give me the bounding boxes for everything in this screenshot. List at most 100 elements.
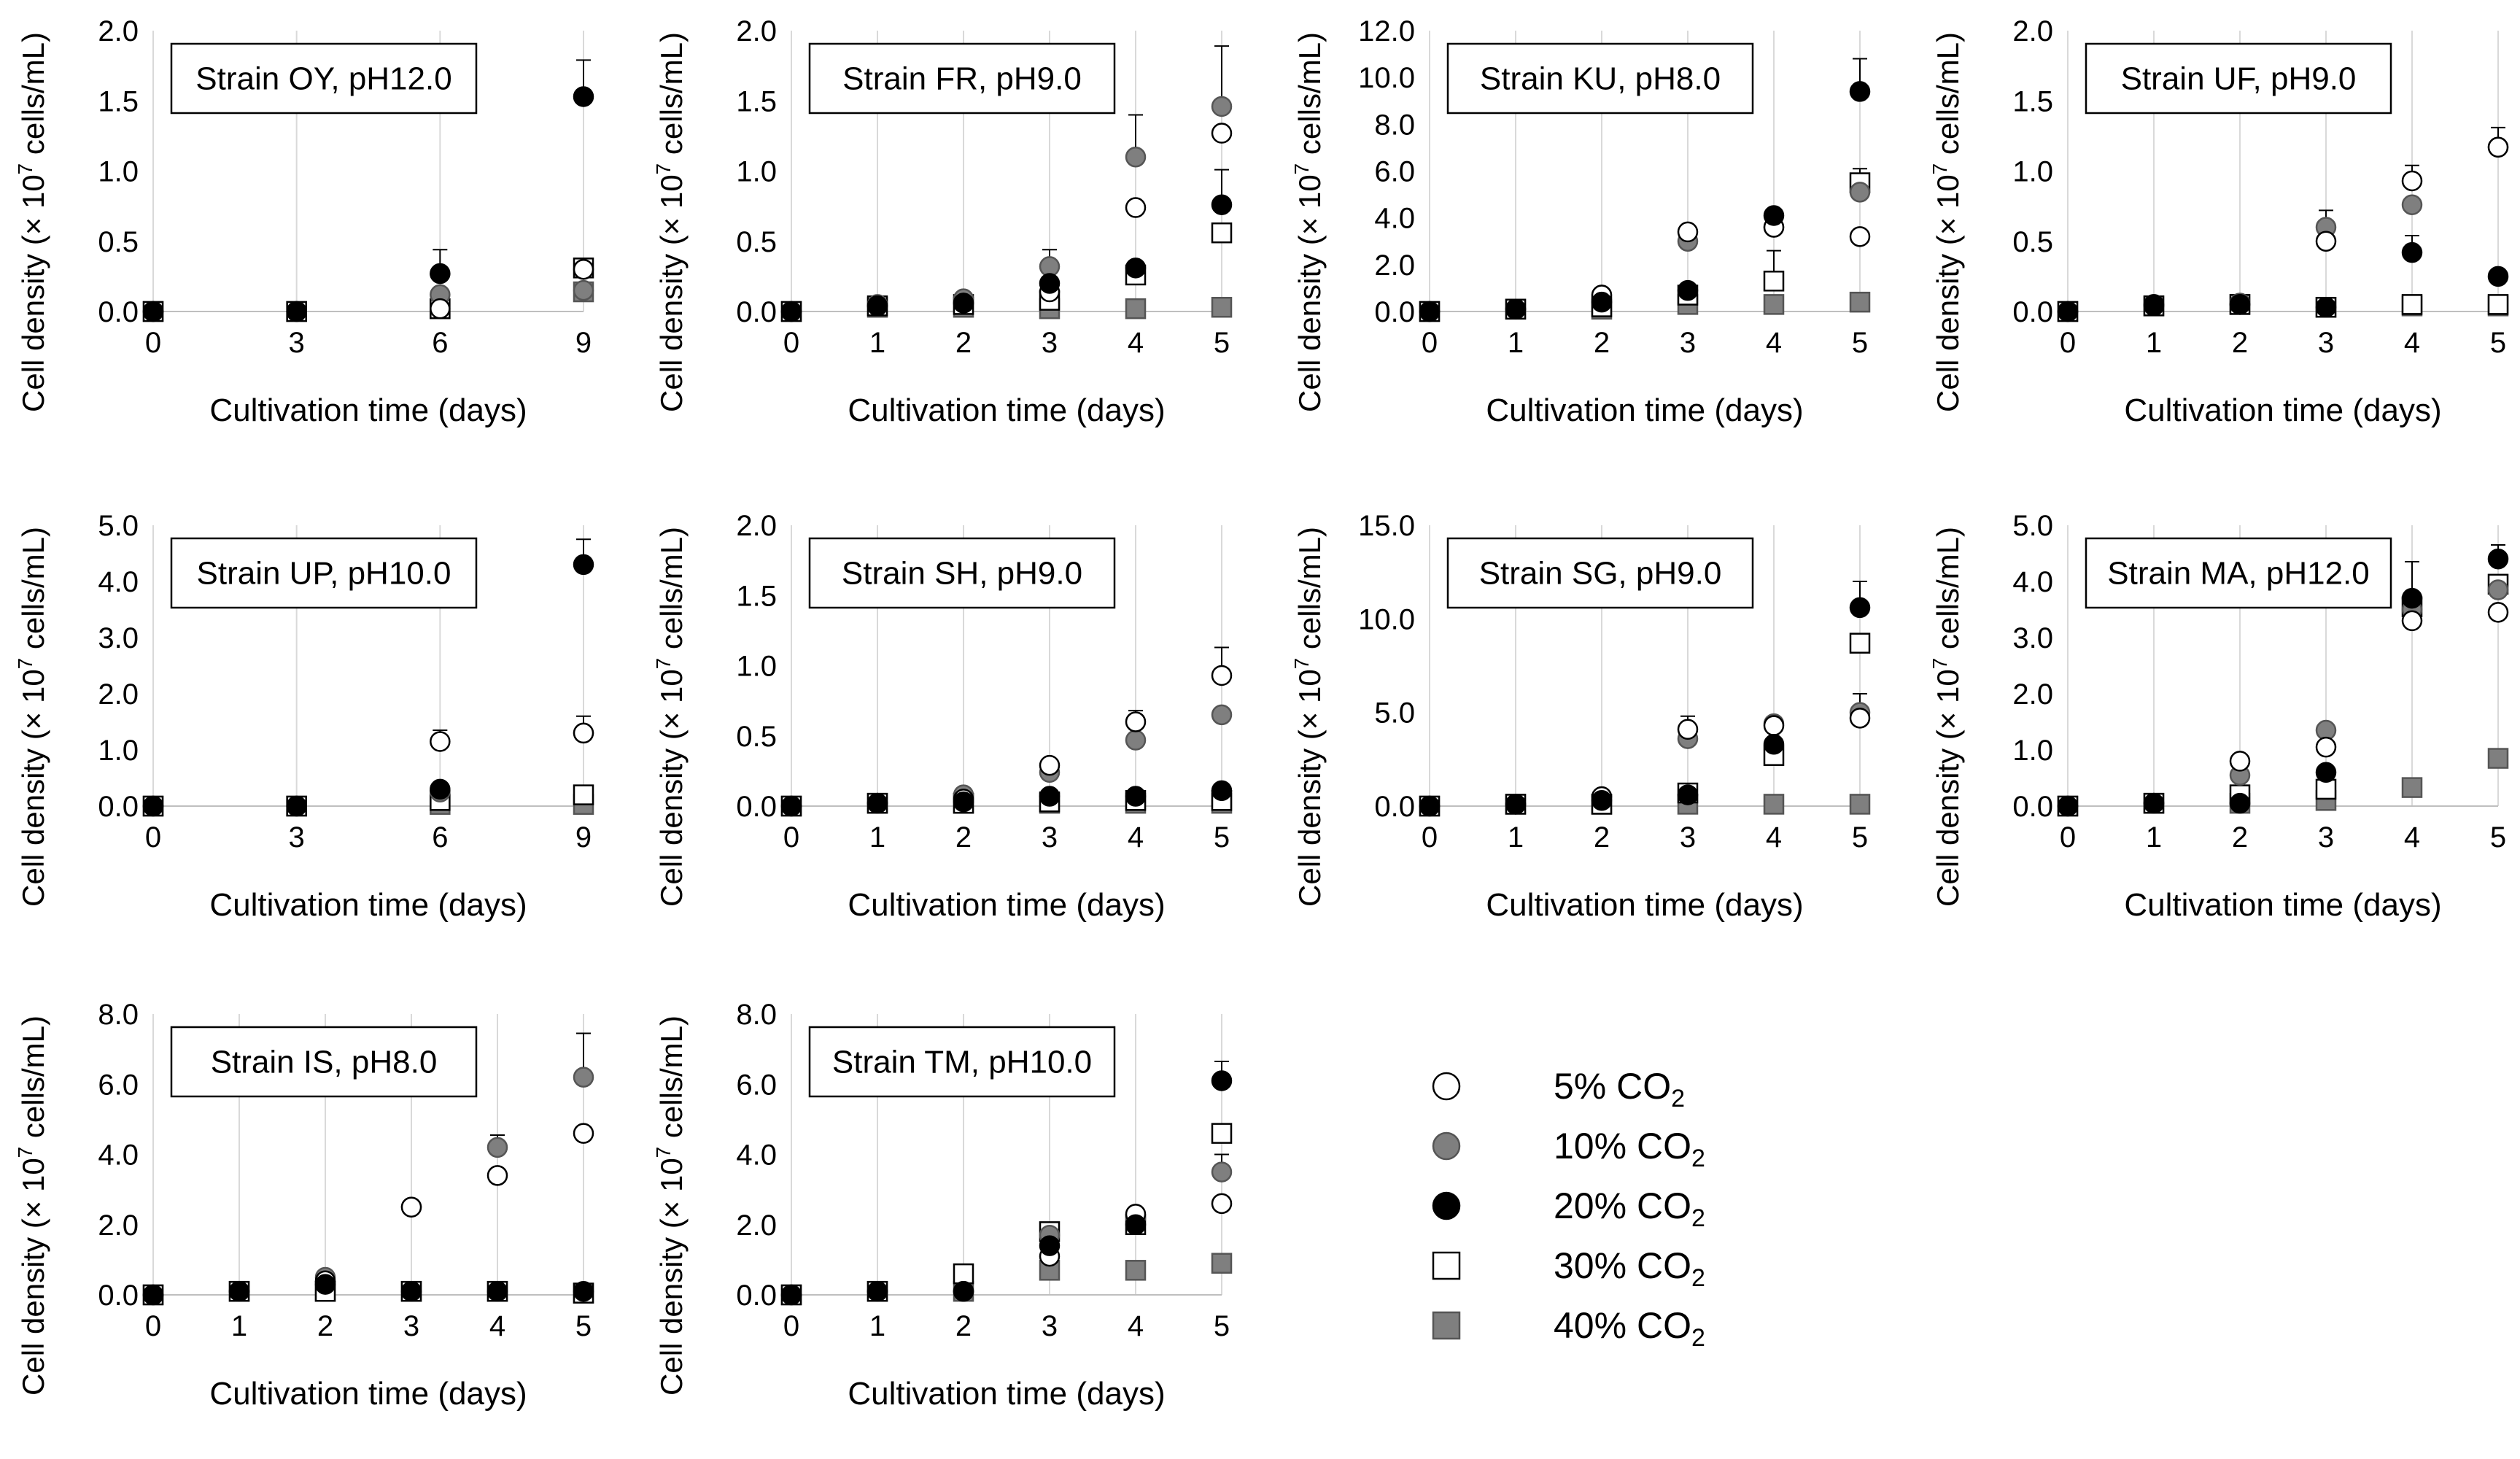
chart-strain-uf-s30-point-5: [2487, 294, 2509, 315]
chart-strain-tm: 0.0 2.0 4.0 6.0 8.0 0 1 2 3 4 5 Cultivation time (d…: [652, 999, 1233, 1412]
chart-strain-fr-s40-point-4: [1125, 298, 1147, 320]
chart-strain-fr-ylabel: Cell density (× 107 cells/mL): [652, 32, 689, 412]
chart-strain-ku-s20-point-5: [1849, 81, 1871, 102]
chart-strain-ma-s20-point-1: [2143, 792, 2165, 814]
chart-strain-up-ytick-0: 0.0: [98, 791, 139, 823]
chart-strain-ku-ytick-0: 0.0: [1374, 296, 1415, 328]
chart-strain-ku-title-box: [1446, 42, 1754, 115]
chart-strain-ku-xtick-4: 4: [1766, 327, 1782, 359]
chart-strain-up-s30-point-3: [573, 784, 594, 805]
chart-strain-ku-xtick-1: 1: [1508, 327, 1524, 359]
chart-strain-tm-ytick-1: 2.0: [736, 1210, 777, 1242]
chart-strain-sh-xtick-0: 0: [783, 821, 799, 854]
chart-strain-tm-ylabel: Cell density (× 107 cells/mL): [652, 1015, 689, 1396]
chart-strain-uf: 0.0 0.5 1.0 1.5 2.0 0 1 2 3 4 5 Cultivation time (d…: [1928, 15, 2509, 428]
chart-strain-uf-ytick-0: 0.0: [2012, 296, 2053, 328]
chart-strain-is-xlabel: Cultivation time (days): [209, 1376, 527, 1412]
chart-strain-is: 0.0 2.0 4.0 6.0 8.0 0 1 2 3 4 5 Cultivation time (d…: [14, 999, 594, 1412]
chart-strain-fr-xtick-5: 5: [1214, 327, 1230, 359]
chart-strain-sg-s5-point-4: [1763, 715, 1785, 736]
chart-strain-sg-xtick-3: 3: [1680, 821, 1696, 854]
chart-strain-uf-title: Strain UF, pH9.0: [2121, 61, 2357, 97]
chart-strain-sh-s10-point-4: [1125, 730, 1147, 751]
chart-strain-ma-xlabel: Cultivation time (days): [2124, 887, 2441, 923]
chart-strain-oy-ytick-1: 0.5: [98, 226, 139, 258]
chart-strain-ma-s40-point-5: [2487, 748, 2509, 769]
chart-strain-fr-s20-point-2: [953, 293, 974, 314]
chart-strain-sg-s20-point-0: [1419, 795, 1441, 817]
chart-strain-sh-title-box: [808, 537, 1116, 609]
chart-strain-ma-s5-point-5: [2487, 602, 2509, 623]
chart-strain-oy: 0.0 0.5 1.0 1.5 2.0 0 3 6 9 Cultivation time (day…: [14, 15, 594, 428]
chart-strain-up-ytick-4: 4.0: [98, 566, 139, 598]
chart-strain-is-xtick-1: 1: [231, 1310, 247, 1342]
chart-strain-ma-ytick-2: 2.0: [2012, 678, 2053, 711]
chart-strain-is-s10-point-5: [573, 1067, 594, 1088]
chart-strain-uf-xtick-3: 3: [2318, 327, 2334, 359]
chart-strain-ku-s20-point-4: [1763, 205, 1785, 226]
chart-strain-is-ytick-2: 4.0: [98, 1139, 139, 1172]
chart-strain-tm-title-box: [808, 1026, 1116, 1098]
chart-strain-ma-title: Strain MA, pH12.0: [2107, 556, 2370, 592]
legend-black-circle-marker: [1432, 1191, 1461, 1220]
chart-strain-uf-s20-point-3: [2315, 296, 2337, 318]
chart-strain-uf-s10-point-4: [2401, 194, 2423, 215]
chart-strain-oy-s10-point-3: [573, 279, 594, 301]
chart-strain-fr-title: Strain FR, pH9.0: [842, 61, 1082, 97]
chart-strain-fr-xtick-3: 3: [1042, 327, 1058, 359]
chart-strain-is-s20-point-3: [400, 1280, 422, 1302]
chart-strain-sg-ytick-3: 15.0: [1358, 510, 1415, 542]
chart-strain-uf-s30-point-4: [2401, 294, 2423, 315]
chart-strain-ma-s20-point-3: [2315, 762, 2337, 783]
chart-strain-ma-xtick-4: 4: [2404, 821, 2420, 854]
chart-strain-is-s20-point-1: [228, 1280, 250, 1302]
chart-strain-uf-ylabel: Cell density (× 107 cells/mL): [1928, 32, 1965, 412]
chart-strain-is-s10-point-4: [486, 1137, 508, 1158]
chart-strain-fr-s20-point-4: [1125, 258, 1147, 279]
chart-strain-up-xtick-1: 3: [289, 821, 305, 854]
chart-strain-sh-s5-point-5: [1211, 665, 1233, 686]
chart-strain-sh-s20-point-1: [867, 792, 888, 814]
chart-strain-tm-s40-point-4: [1125, 1260, 1147, 1281]
chart-strain-tm-s20-point-3: [1039, 1235, 1061, 1256]
chart-strain-sg-s40-point-5: [1849, 794, 1871, 815]
chart-strain-ma-s5-point-4: [2401, 610, 2423, 632]
chart-strain-sg-s20-point-1: [1505, 794, 1527, 815]
chart-strain-sh-ytick-2: 1.0: [736, 651, 777, 683]
chart-strain-ma-xtick-5: 5: [2490, 821, 2506, 854]
chart-strain-uf-ytick-2: 1.0: [2012, 156, 2053, 188]
chart-strain-oy-xlabel: Cultivation time (days): [209, 392, 527, 428]
chart-strain-oy-s20-point-2: [430, 263, 451, 285]
legend-label-40pct: 40% CO2: [1554, 1305, 1705, 1352]
chart-strain-fr-s5-point-4: [1125, 197, 1147, 218]
chart-strain-ma-s20-point-2: [2229, 792, 2251, 814]
chart-strain-sh-title: Strain SH, pH9.0: [842, 556, 1082, 592]
chart-strain-fr-ytick-2: 1.0: [736, 156, 777, 188]
chart-strain-sg-s5-point-3: [1677, 719, 1699, 740]
chart-strain-tm-s30-point-2: [953, 1263, 974, 1285]
chart-strain-fr-xtick-0: 0: [783, 327, 799, 359]
chart-strain-ma-xtick-3: 3: [2318, 821, 2334, 854]
chart-strain-fr-ytick-4: 2.0: [736, 15, 777, 47]
chart-strain-is-xtick-0: 0: [145, 1310, 161, 1342]
chart-strain-ku-ytick-3: 6.0: [1374, 156, 1415, 188]
chart-strain-sh-s5-point-3: [1039, 754, 1061, 776]
chart-strain-ku: 0.0 2.0 4.0 6.0 8.0 10.0 12.0 0 1 2 3 4 5 Cultivation…: [1290, 15, 1871, 428]
chart-strain-oy-xtick-2: 6: [432, 327, 448, 359]
chart-strain-fr-xlabel: Cultivation time (days): [848, 392, 1165, 428]
chart-strain-ma-s20-point-4: [2401, 587, 2423, 609]
chart-strain-is-s5-point-4: [486, 1165, 508, 1186]
legend-label-5pct: 5% CO2: [1554, 1066, 1686, 1112]
chart-strain-ma-s5-point-2: [2229, 751, 2251, 772]
legend-item-40pct: 40% CO2: [1430, 1297, 1809, 1357]
legend-open-circle-marker: [1432, 1072, 1461, 1101]
chart-strain-fr: 0.0 0.5 1.0 1.5 2.0 0 1 2 3 4 5 Cultivation time (d…: [652, 15, 1233, 428]
chart-strain-tm-s20-point-0: [780, 1284, 802, 1306]
chart-strain-uf-s20-point-4: [2401, 241, 2423, 263]
chart-strain-up-s20-point-2: [430, 778, 451, 800]
chart-strain-sg-ytick-1: 5.0: [1374, 697, 1415, 730]
chart-strain-fr-s20-point-0: [780, 301, 802, 322]
chart-strain-up-xlabel: Cultivation time (days): [209, 887, 527, 923]
chart-strain-tm-xtick-0: 0: [783, 1310, 799, 1342]
